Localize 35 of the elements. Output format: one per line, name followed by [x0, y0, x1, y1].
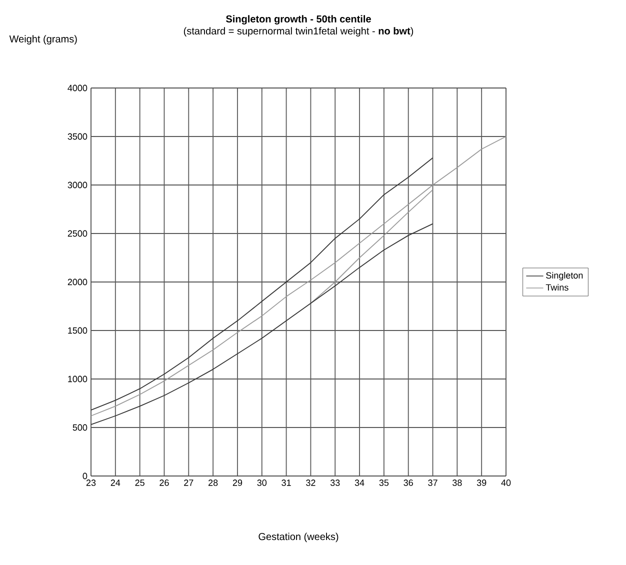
y-tick-label: 2500: [68, 230, 88, 237]
y-tick-label: 2000: [68, 278, 88, 286]
x-tick-label: 37: [428, 480, 438, 486]
x-tick-label: 32: [306, 480, 316, 486]
x-tick-label: 30: [257, 480, 267, 486]
line-series: [310, 189, 434, 304]
x-tick-label: 25: [135, 480, 144, 486]
y-tick-label: 500: [72, 424, 88, 431]
x-tick-label: 27: [184, 480, 194, 486]
x-tick-label: 31: [282, 480, 291, 486]
line-series: [90, 157, 434, 410]
x-tick-label: 35: [379, 480, 389, 486]
legend-label: Twins: [546, 284, 568, 291]
x-tick-label: 24: [110, 480, 120, 486]
y-tick-label: 3000: [68, 182, 88, 188]
y-tick-label: 3500: [68, 133, 88, 140]
x-tick-label: 23: [86, 480, 96, 486]
chart-title: Singleton growth - 50th centile: [226, 15, 371, 25]
chart-subtitle: (standard = supernormal twin1fetal weight - no bwt): [184, 27, 414, 36]
y-tick-label: 0: [82, 472, 88, 480]
x-tick-label: 39: [476, 480, 486, 486]
y-axis-title: Weight (grams): [9, 35, 77, 44]
x-tick-label: 28: [208, 480, 218, 486]
y-tick-label: 1000: [68, 376, 88, 382]
x-axis-title: Gestation (weeks): [258, 532, 338, 542]
x-tick-label: 33: [330, 480, 340, 486]
x-tick-label: 40: [501, 480, 511, 486]
x-tick-label: 29: [232, 480, 242, 486]
x-tick-label: 26: [160, 480, 169, 486]
legend-label: Singleton: [546, 272, 583, 280]
y-tick-label: 1500: [68, 327, 88, 334]
x-tick-label: 34: [354, 480, 364, 486]
x-tick-label: 36: [404, 480, 413, 486]
y-tick-label: 4000: [68, 84, 88, 92]
x-tick-label: 38: [452, 480, 462, 486]
